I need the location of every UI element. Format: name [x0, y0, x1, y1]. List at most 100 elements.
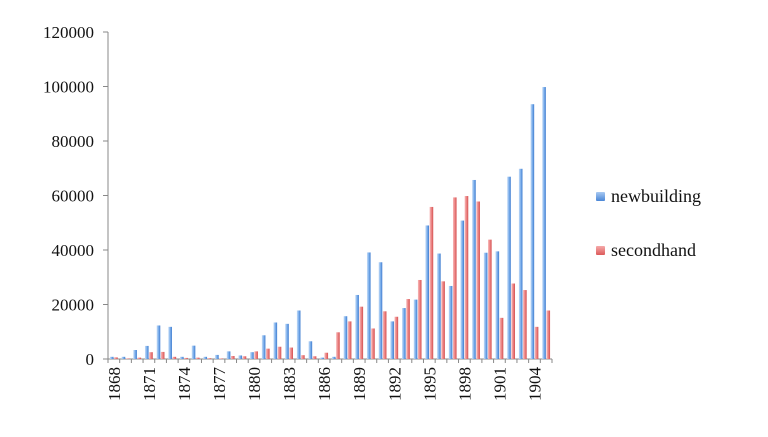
x-ticks: 1868 1871 1874 1877 1880 1883 1886 1889 1892 1895… — [105, 359, 553, 402]
bar-secondhand-1885 — [312, 356, 317, 359]
y-tick-label: 20000 — [52, 296, 95, 315]
bar-secondhand-1892 — [394, 316, 399, 359]
bar-newbuilding-1905 — [542, 87, 546, 360]
bar-newbuilding-1891 — [378, 262, 383, 359]
bar-newbuilding-1870 — [133, 350, 137, 359]
bar-secondhand-1899 — [476, 201, 480, 359]
bar-newbuilding-1885 — [308, 341, 313, 359]
bar-newbuilding-1871 — [144, 345, 149, 359]
bar-newbuilding-1903 — [518, 168, 523, 359]
bar-newbuilding-1884 — [296, 310, 301, 359]
bars — [109, 87, 551, 360]
legend-item-newbuilding: newbuilding — [596, 183, 701, 210]
bar-secondhand-1901 — [499, 317, 504, 359]
x-tick-label: 1895 — [420, 367, 439, 401]
y-tick-label: 120000 — [43, 23, 94, 42]
x-tick-label: 1898 — [455, 367, 474, 401]
bar-newbuilding-1882 — [273, 322, 278, 359]
bar-secondhand-1875 — [195, 357, 200, 359]
bar-secondhand-1884 — [301, 355, 305, 359]
bar-secondhand-1904 — [534, 326, 539, 359]
bar-newbuilding-1874 — [180, 356, 184, 359]
bar-secondhand-1886 — [324, 352, 329, 359]
bar-secondhand-1896 — [441, 281, 445, 359]
bar-secondhand-1882 — [277, 346, 282, 359]
bar-secondhand-1879 — [242, 356, 247, 359]
bar-secondhand-1877 — [219, 358, 223, 359]
bar-newbuilding-1888 — [343, 316, 348, 359]
bar-newbuilding-1894 — [413, 299, 418, 359]
bar-newbuilding-1868 — [109, 356, 114, 359]
bar-newbuilding-1898 — [460, 220, 465, 359]
bar-secondhand-1894 — [417, 279, 422, 359]
bar-secondhand-1900 — [488, 239, 492, 359]
bar-secondhand-1888 — [347, 321, 352, 359]
bar-newbuilding-1886 — [320, 357, 324, 359]
bar-newbuilding-1876 — [203, 356, 208, 359]
bar-newbuilding-1897 — [448, 285, 453, 359]
bar-secondhand-1897 — [452, 197, 457, 359]
y-tick-label: 80000 — [52, 132, 95, 151]
x-tick-label: 1904 — [525, 367, 544, 402]
bar-secondhand-1887 — [336, 332, 340, 359]
bar-newbuilding-1875 — [191, 345, 196, 359]
bar-newbuilding-1896 — [437, 253, 441, 359]
x-tick-label: 1874 — [175, 367, 194, 402]
bar-secondhand-1878 — [230, 356, 235, 359]
x-tick-label: 1868 — [105, 367, 124, 401]
bar-newbuilding-1901 — [495, 251, 500, 359]
x-tick-label: 1901 — [490, 367, 509, 401]
bar-newbuilding-1899 — [472, 179, 476, 359]
y-ticks: 0 20000 40000 60000 80000 100000 120000 — [43, 23, 108, 369]
bar-secondhand-1870 — [137, 357, 142, 359]
legend-label-newbuilding: newbuilding — [611, 186, 701, 206]
bar-secondhand-1873 — [172, 356, 177, 359]
bar-secondhand-1880 — [254, 351, 258, 359]
bar-secondhand-1868 — [114, 357, 118, 359]
bar-newbuilding-1892 — [390, 321, 394, 359]
legend-item-secondhand: secondhand — [596, 237, 701, 264]
bar-newbuilding-1900 — [483, 252, 488, 359]
bar-secondhand-1905 — [546, 310, 551, 359]
bar-secondhand-1883 — [289, 347, 294, 359]
bar-secondhand-1874 — [184, 357, 188, 359]
legend-swatch-secondhand — [596, 246, 605, 255]
y-tick-label: 100000 — [43, 78, 94, 97]
legend-swatch-newbuilding — [596, 192, 605, 201]
bar-secondhand-1876 — [207, 358, 212, 359]
bar-newbuilding-1877 — [215, 354, 219, 359]
bar-newbuilding-1879 — [238, 355, 243, 359]
y-tick-label: 0 — [86, 350, 95, 369]
bar-secondhand-1891 — [382, 311, 387, 359]
bar-newbuilding-1869 — [121, 356, 126, 359]
bar-newbuilding-1887 — [331, 356, 336, 359]
bar-newbuilding-1889 — [355, 294, 359, 359]
x-tick-label: 1880 — [245, 367, 264, 401]
bar-newbuilding-1880 — [250, 352, 254, 359]
bar-secondhand-1872 — [160, 351, 165, 359]
x-tick-label: 1892 — [385, 367, 404, 401]
bar-secondhand-1881 — [266, 348, 270, 359]
bar-secondhand-1898 — [464, 196, 469, 359]
legend: newbuilding secondhand — [596, 183, 701, 291]
bar-newbuilding-1873 — [168, 326, 172, 359]
x-tick-label: 1871 — [140, 367, 159, 401]
bar-newbuilding-1872 — [156, 325, 161, 359]
bar-secondhand-1902 — [511, 283, 516, 359]
bar-secondhand-1869 — [125, 358, 130, 359]
x-tick-label: 1886 — [315, 367, 334, 401]
x-tick-label: 1889 — [350, 367, 369, 401]
bar-secondhand-1903 — [523, 290, 527, 359]
x-tick-label: 1877 — [210, 367, 229, 402]
bar-newbuilding-1881 — [261, 335, 266, 359]
bar-secondhand-1871 — [149, 352, 153, 359]
bar-newbuilding-1883 — [285, 323, 289, 359]
legend-label-secondhand: secondhand — [611, 240, 696, 260]
bar-secondhand-1893 — [406, 299, 410, 359]
bar-newbuilding-1904 — [530, 104, 535, 360]
y-tick-label: 40000 — [52, 241, 95, 260]
bar-secondhand-1890 — [371, 328, 375, 359]
x-tick-label: 1883 — [280, 367, 299, 401]
bar-newbuilding-1895 — [425, 225, 430, 359]
